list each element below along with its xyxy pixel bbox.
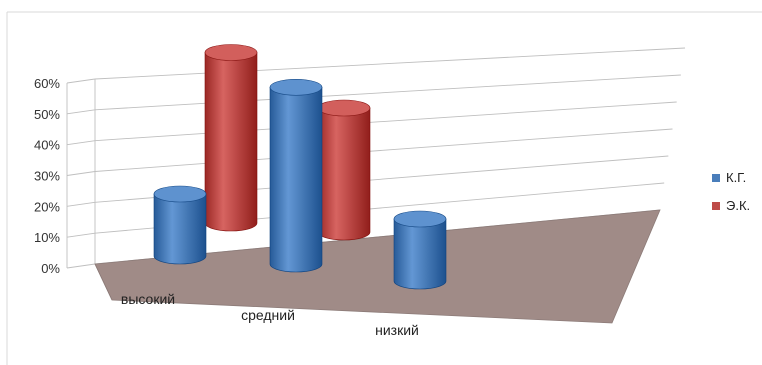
gridline-left [66,109,96,115]
gridline [94,47,686,80]
x-category-label: высокий [121,291,175,307]
legend-swatch [712,174,720,182]
y-tick-label: 20% [34,199,60,214]
y-tick-label: 10% [34,230,60,245]
plot-floor [94,209,661,324]
legend-label: Э.К. [726,198,750,213]
legend-label: К.Г. [726,170,746,185]
bar-body [317,107,371,241]
floor-left-edge [94,263,113,301]
bar [393,210,447,290]
x-axis-categories: высокий средний низкий [121,291,419,338]
bar-body [393,218,447,290]
legend-swatch [712,202,720,210]
gridline [94,101,677,142]
bar [204,44,258,232]
bar-top [393,210,447,228]
y-tick-label: 30% [34,169,60,184]
gridline-left [66,140,96,146]
gridline [94,128,673,172]
x-category-label: низкий [375,322,419,338]
gridline [94,74,681,111]
bar [317,99,371,241]
bar [269,79,323,273]
gridline-left [66,171,96,176]
gridline-left [66,232,96,238]
y-axis-ticks: 0% 10% 20% 30% 40% 50% 60% [34,76,60,276]
bar [153,185,207,265]
x-category-label: средний [241,307,295,323]
legend: К.Г. Э.К. [712,170,750,213]
bar-top [204,44,258,61]
bar-top [153,185,207,203]
gridline-left [66,78,96,84]
y-tick-label: 40% [34,138,60,153]
bar-body [269,87,323,273]
y-tick-label: 0% [41,261,60,276]
y-tick-label: 50% [34,107,60,122]
gridline-left [66,263,96,269]
bar-top [269,79,323,96]
y-tick-label: 60% [34,76,60,91]
bar-top [317,99,371,117]
bar-body [204,52,258,232]
bar-body [153,193,207,265]
gridline-left [66,201,96,207]
bars [153,44,447,290]
